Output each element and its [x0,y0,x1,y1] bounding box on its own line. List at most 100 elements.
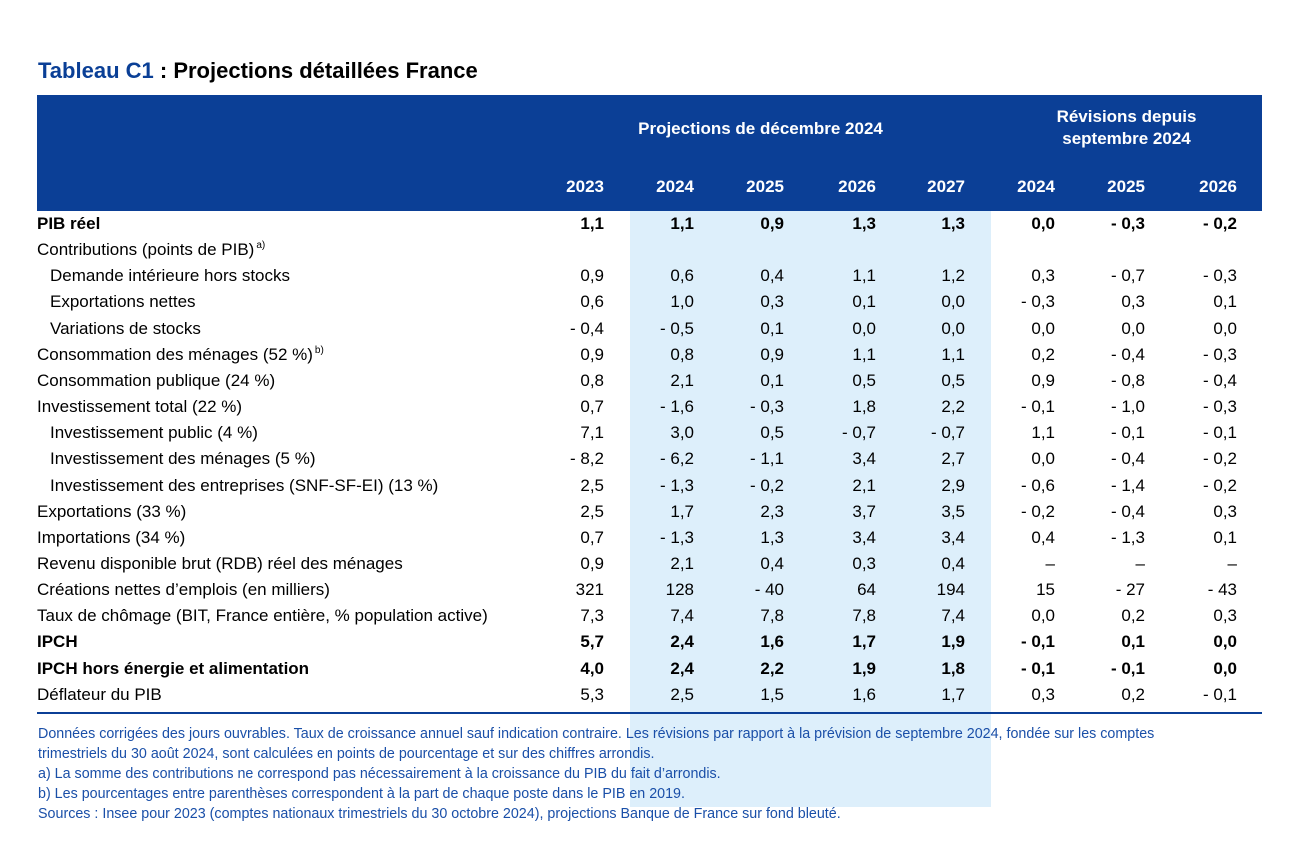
cell-value: 0,0 [941,292,965,312]
row-label: Consommation des ménages (52 %) b) [37,345,324,365]
cell-value: - 1,6 [659,397,694,417]
table-row: Contributions (points de PIB) a) [37,237,1262,263]
cell-value: - 0,3 [1202,266,1237,286]
cell-value: - 0,1 [1110,423,1145,443]
cell-value: - 0,7 [1110,266,1145,286]
cell-value: - 0,1 [1020,397,1055,417]
cell-value: 1,9 [852,658,876,678]
table-row: Revenu disponible brut (RDB) réel des mé… [37,551,1262,577]
projection-shade [630,211,991,807]
row-label: Revenu disponible brut (RDB) réel des mé… [37,554,403,574]
table-row: Investissement total (22 %) 0,7 - 1,6 - 0,3… [37,394,1262,420]
cell-value: - 0,4 [569,318,604,338]
cell-value: 0,2 [1121,606,1145,626]
cell-value: 0,8 [580,370,604,390]
cell-value: 1,2 [941,266,965,286]
cell-value: - 0,2 [1202,475,1237,495]
cell-value: 2,5 [580,475,604,495]
cell-value: - 0,4 [1202,370,1237,390]
cell-value: 2,3 [760,501,784,521]
cell-value: 0,2 [1031,344,1055,364]
cell-value: - 8,2 [569,449,604,469]
cell-value: - 0,3 [1110,214,1145,233]
cell-value: - 0,1 [1020,632,1055,652]
row-label: Exportations nettes [50,292,196,312]
table-row: Consommation des ménages (52 %) b) 0,9 0,8 0… [37,342,1262,368]
cell-value: 1,3 [760,527,784,547]
cell-value: 1,6 [852,684,876,704]
row-label-text: Consommation publique (24 %) [37,370,276,390]
cell-value: - 0,4 [1110,501,1145,521]
row-label-text: Investissement total (22 %) [37,397,243,417]
cell-value: 2,9 [941,475,965,495]
cell-value: 0,3 [1121,292,1145,312]
cell-value: 0,3 [1031,684,1055,704]
cell-value: 0,9 [760,344,784,364]
cell-value: - 0,3 [749,397,784,417]
cell-value: 2,2 [941,397,965,417]
cell-value: 0,9 [1031,370,1055,390]
cell-value: 0,3 [1213,606,1237,626]
cell-value: - 0,8 [1110,370,1145,390]
cell-value: 321 [575,580,604,600]
row-label: Demande intérieure hors stocks [50,266,290,286]
cell-value: 1,1 [852,344,876,364]
row-label-text: PIB réel [37,214,101,233]
cell-value: 0,3 [1031,266,1055,286]
cell-value: 2,5 [580,501,604,521]
header-year: 2026 [838,177,876,196]
cell-value: - 0,7 [841,423,876,443]
cell-value: 7,8 [852,606,876,626]
row-label-text: Exportations (33 %) [37,501,187,521]
cell-value: 0,0 [1031,214,1055,233]
row-label: Taux de chômage (BIT, France entière, % … [37,606,488,626]
row-label-text: Créations nettes d’emplois (en milliers) [37,580,330,600]
cell-value: - 40 [754,580,784,600]
header-year: 2027 [927,177,965,196]
cell-value: 0,7 [580,397,604,417]
cell-value: 0,3 [852,553,876,573]
row-label-text: Variations de stocks [50,318,201,338]
cell-value: - 0,2 [749,475,784,495]
cell-value: - 0,1 [1020,658,1055,678]
row-label-text: Demande intérieure hors stocks [50,266,291,286]
cell-value: - 0,2 [1020,501,1055,521]
table-bottom-rule [37,712,1262,714]
cell-value: 3,5 [941,501,965,521]
table-row: Exportations (33 %) 2,5 1,7 2,3 3,7 3,5 - 0,2 -… [37,499,1262,525]
cell-value: 0,0 [1121,318,1145,338]
table-row: Investissement des entreprises (SNF-SF-E… [37,473,1262,499]
cell-value: 3,4 [852,449,876,469]
cell-value: 1,1 [580,214,604,233]
cell-value: 7,3 [580,606,604,626]
table-row: Consommation publique (24 %) 0,8 2,1 0,1 0,5… [37,368,1262,394]
cell-value: - 1,0 [1110,397,1145,417]
row-label: Exportations (33 %) [37,502,186,522]
cell-value: 0,4 [760,266,784,286]
cell-value: 0,2 [1121,684,1145,704]
footnote-marker: a) [256,240,266,252]
cell-value: - 0,3 [1202,344,1237,364]
table-code: Tableau C1 [38,58,154,83]
cell-value: 5,7 [580,632,604,652]
row-label-text: Contributions (points de PIB) [37,240,255,260]
table-row: Créations nettes d’emplois (en milliers)… [37,577,1262,603]
header-group-revisions-line1: Révisions depuis [1056,107,1197,126]
header-group-revisions: Révisions depuis septembre 2024 [991,106,1262,150]
table-row: Variations de stocks - 0,4 - 0,5 0,1 0,0 0,0 0… [37,316,1262,342]
header-year: 2024 [1017,177,1055,196]
cell-value: 1,1 [1031,423,1055,443]
cell-value: 0,4 [941,553,965,573]
cell-value: 7,4 [670,606,694,626]
header-year: 2024 [656,177,694,196]
header-year: 2023 [566,177,604,196]
cell-value: 0,9 [760,214,784,233]
row-label: Investissement des entreprises (SNF-SF-E… [50,476,438,496]
cell-value: 1,0 [670,292,694,312]
row-label-text: Investissement public (4 %) [50,423,258,443]
cell-value: 0,3 [760,292,784,312]
table-row: Investissement public (4 %) 7,1 3,0 0,5 - 0,… [37,420,1262,446]
cell-value: – [1227,553,1237,573]
row-label-text: Taux de chômage (BIT, France entière, % … [37,606,488,626]
cell-value: 1,8 [852,397,876,417]
